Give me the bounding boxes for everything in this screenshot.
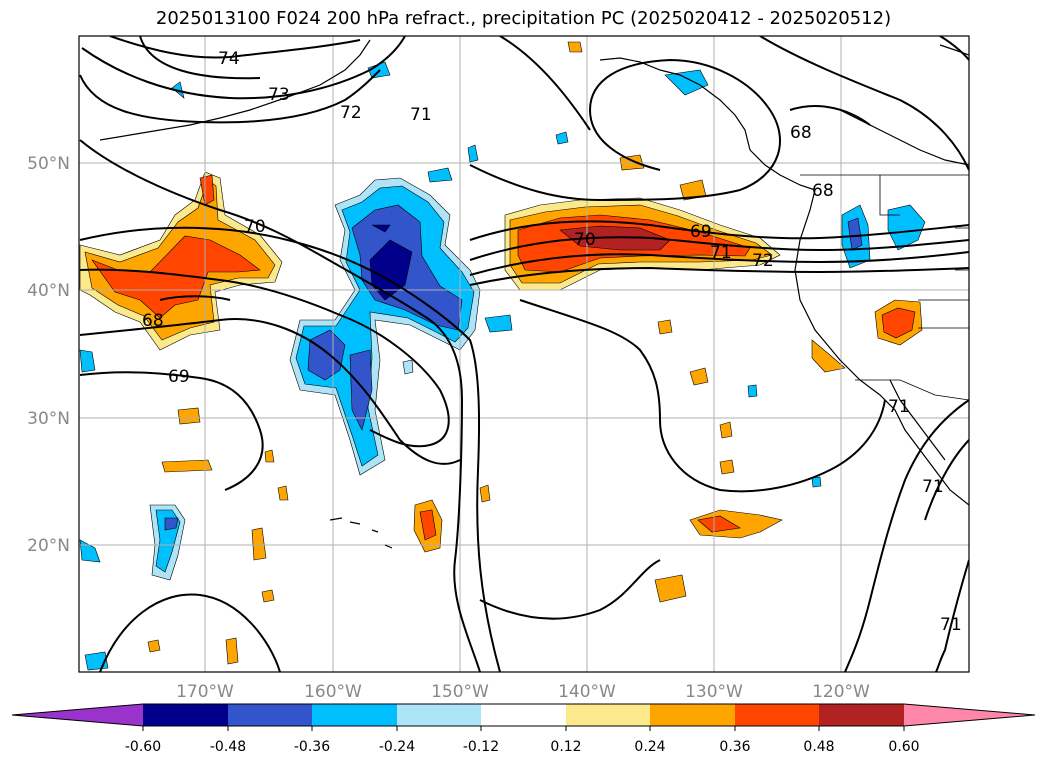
lon-tick-label: 160°W <box>304 682 362 702</box>
colorbar-ticks: -0.60 -0.48 -0.36 -0.24 -0.12 0.12 0.24 … <box>125 739 920 755</box>
contour-label: 69 <box>168 367 190 387</box>
contour-lines <box>79 36 969 672</box>
contour-label: 74 <box>218 49 240 69</box>
lon-tick-label: 150°W <box>431 682 489 702</box>
contour-label: 72 <box>340 103 362 123</box>
colorbar-tick-label: -0.12 <box>463 739 499 755</box>
contour-label: 71 <box>888 397 910 417</box>
lat-tick-label: 30°N <box>27 409 70 429</box>
lat-tick-label: 50°N <box>27 154 70 174</box>
colorbar-tick-label: 0.36 <box>719 739 750 755</box>
contour-label: 71 <box>710 243 732 263</box>
colorbar-segment <box>312 704 397 726</box>
grid-lines <box>79 36 969 672</box>
colorbar-tick-label: -0.48 <box>210 739 246 755</box>
lon-tick-label: 130°W <box>685 682 743 702</box>
contour-label: 68 <box>812 181 834 201</box>
lat-tick-label: 20°N <box>27 536 70 556</box>
contour-label: 71 <box>940 615 962 635</box>
contour-label: 71 <box>410 105 432 125</box>
colorbar-extend-low <box>12 704 143 726</box>
map-frame <box>78 35 970 673</box>
contour-label: 70 <box>244 217 266 237</box>
colorbar-segment <box>143 704 228 726</box>
contour-label: 68 <box>790 123 812 143</box>
latitude-labels: 50°N 40°N 30°N 20°N <box>27 154 70 556</box>
colorbar-extend-high <box>904 704 1035 726</box>
colorbar-segment <box>650 704 735 726</box>
lat-tick-label: 40°N <box>27 281 70 301</box>
lon-tick-label: 170°W <box>176 682 234 702</box>
lon-tick-label: 120°W <box>812 682 870 702</box>
colorbar-segment <box>397 704 481 726</box>
colorbar-tick-label: 0.48 <box>803 739 834 755</box>
colorbar: -0.60 -0.48 -0.36 -0.24 -0.12 0.12 0.24 … <box>11 703 1036 755</box>
contour-label: 72 <box>752 251 774 271</box>
colorbar-segment <box>566 704 650 726</box>
colorbar-segment <box>228 704 312 726</box>
colorbar-tick-label: 0.24 <box>634 739 665 755</box>
contour-label: 73 <box>268 85 290 105</box>
colorbar-tick-label: 0.12 <box>550 739 581 755</box>
contour-labels: 74 73 72 71 70 68 69 70 69 71 72 68 68 7… <box>142 49 962 635</box>
colorbar-tick-label: -0.24 <box>379 739 415 755</box>
lon-tick-label: 140°W <box>558 682 616 702</box>
colorbar-segments <box>11 703 1036 731</box>
colorbar-segment <box>735 704 819 726</box>
contour-label: 70 <box>574 230 596 250</box>
contour-label: 71 <box>922 477 944 497</box>
longitude-labels: 170°W 160°W 150°W 140°W 130°W 120°W <box>176 682 870 702</box>
borders <box>800 174 969 401</box>
colorbar-segment <box>819 704 904 726</box>
colorbar-segment <box>481 704 566 726</box>
colorbar-tick-label: 0.60 <box>888 739 919 755</box>
map-title: 2025013100 F024 200 hPa refract., precip… <box>155 8 892 29</box>
colorbar-tick-label: -0.36 <box>294 739 330 755</box>
colorbar-tick-label: -0.60 <box>125 739 161 755</box>
contour-label: 68 <box>142 311 164 331</box>
contour-label: 69 <box>690 222 712 242</box>
